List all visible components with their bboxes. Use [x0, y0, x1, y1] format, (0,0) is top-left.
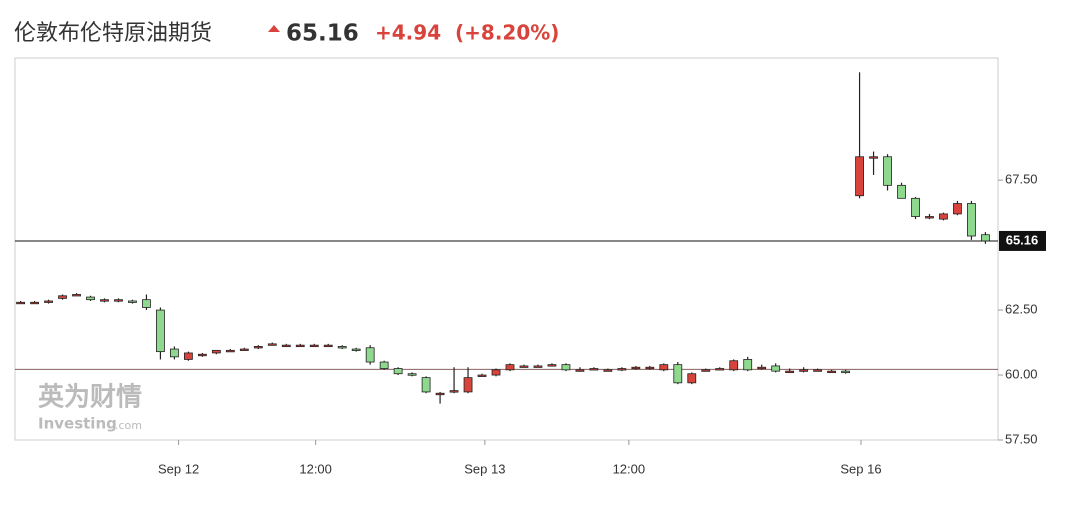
- candle-body: [939, 213, 948, 220]
- candle-body: [813, 369, 823, 372]
- candle-body: [659, 364, 669, 371]
- candle-body: [477, 374, 487, 377]
- candle-body: [72, 294, 81, 297]
- x-tick-label: 12:00: [613, 461, 646, 476]
- candle-body: [16, 301, 25, 305]
- price-tag: [999, 230, 1046, 251]
- candle-body: [170, 348, 179, 358]
- candle-body: [183, 352, 193, 360]
- price-tag-label: 65.16: [1006, 232, 1039, 247]
- candle-body: [407, 373, 417, 376]
- x-tick-label: Sep 16: [840, 461, 881, 476]
- candle-body: [100, 299, 109, 302]
- candle-body: [463, 377, 473, 393]
- y-tick-label: 62.50: [1005, 302, 1038, 317]
- candle-body: [58, 295, 67, 299]
- candle-body: [953, 203, 962, 215]
- candle-body: [197, 353, 207, 357]
- candle-body: [911, 197, 920, 217]
- candle-body: [309, 344, 319, 348]
- candle-body: [687, 373, 697, 384]
- candle-body: [645, 366, 655, 370]
- candle-body: [491, 369, 501, 376]
- chart-title: 伦敦布伦特原油期货: [14, 21, 212, 46]
- candle-body: [239, 348, 249, 351]
- y-tick-label: 57.50: [1005, 431, 1038, 446]
- candle-body: [30, 301, 39, 305]
- candle-body: [771, 365, 781, 372]
- price: 65.16: [286, 21, 359, 47]
- candle-body: [729, 360, 739, 371]
- candle-body: [435, 392, 445, 396]
- candle-body: [547, 364, 557, 367]
- candle-body: [44, 300, 53, 303]
- candle-body: [603, 369, 613, 372]
- candle-body: [925, 216, 934, 219]
- x-tick-label: Sep 12: [158, 461, 199, 476]
- candle-body: [295, 344, 305, 348]
- candle-body: [505, 364, 515, 371]
- candle-body: [785, 370, 795, 374]
- candle-body: [883, 156, 892, 186]
- candle-body: [589, 368, 599, 371]
- candle-body: [841, 370, 850, 374]
- candle-body: [393, 368, 403, 375]
- candle-body: [267, 343, 277, 346]
- candle-body: [211, 349, 221, 354]
- candle-body: [673, 364, 683, 384]
- candle-body: [323, 344, 333, 348]
- candle-body: [449, 390, 459, 393]
- candle-body: [757, 366, 767, 370]
- watermark: 英为财情: [38, 383, 142, 413]
- candle-body: [897, 184, 906, 199]
- candle-body: [715, 368, 725, 371]
- x-tick-label: Sep 13: [464, 461, 505, 476]
- candle-body: [743, 359, 753, 371]
- candle-body: [225, 349, 235, 353]
- candle-body: [114, 299, 123, 302]
- candle-body: [281, 344, 291, 348]
- change: +4.94: [375, 21, 441, 45]
- candle-body: [156, 309, 165, 353]
- candle-body: [142, 299, 151, 308]
- candle-body: [617, 368, 627, 371]
- plot-frame: [14, 57, 999, 441]
- x-tick-label: 12:00: [299, 461, 332, 476]
- candle-body: [128, 300, 137, 303]
- candle-body: [981, 234, 990, 242]
- candle-body: [253, 346, 263, 349]
- candle-body: [337, 346, 347, 349]
- candle-body: [365, 347, 375, 363]
- candle-body: [575, 369, 585, 372]
- y-tick-label: 60.00: [1005, 366, 1038, 381]
- candle-body: [827, 370, 837, 374]
- candle-body: [533, 365, 543, 368]
- candle-body: [799, 369, 809, 372]
- watermark: Investing: [38, 415, 117, 433]
- candle-body: [86, 296, 95, 301]
- y-tick-label: 67.50: [1005, 172, 1038, 187]
- candle-body: [351, 348, 361, 351]
- up-arrow: [268, 25, 280, 32]
- candle-body: [855, 156, 864, 197]
- candle-body: [421, 377, 431, 393]
- candle-body: [379, 361, 389, 369]
- candle-body: [869, 156, 878, 159]
- candle-body: [967, 203, 976, 237]
- candle-body: [631, 366, 641, 370]
- watermark: .com: [115, 419, 142, 432]
- candle-body: [701, 369, 711, 372]
- candle-body: [561, 364, 571, 371]
- candle-body: [519, 365, 529, 368]
- change-pct: (+8.20%): [455, 21, 559, 45]
